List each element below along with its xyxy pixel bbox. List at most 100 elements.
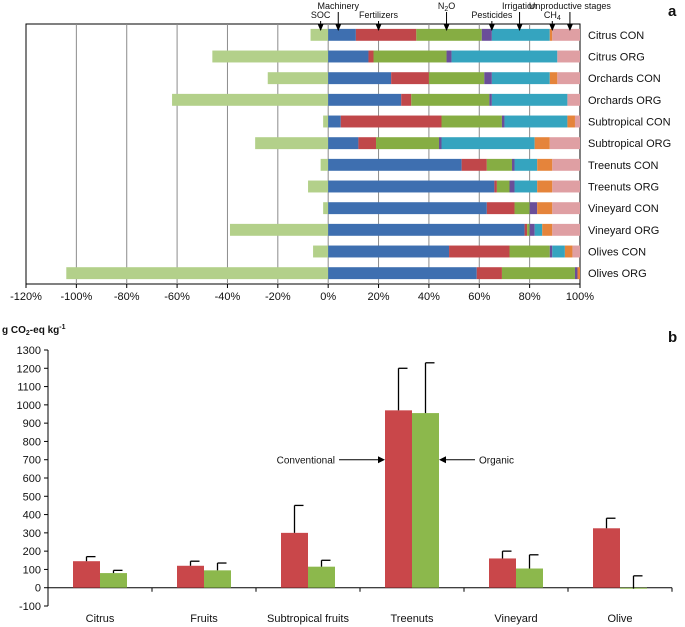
y-tick-label: 200 bbox=[23, 546, 41, 558]
bar-machinery-treenuts-con bbox=[328, 158, 462, 171]
category-label: Olives CON bbox=[588, 247, 646, 259]
bar-soc-subtropical-org bbox=[255, 137, 329, 150]
legend-arrowhead-n2o bbox=[443, 24, 450, 31]
bar-soc-orchards-con bbox=[267, 72, 329, 85]
bar-pesticides-vineyard-con bbox=[529, 202, 538, 215]
bar-n2o-orchards-con bbox=[428, 72, 485, 85]
bar-fertilizers-treenuts-con bbox=[461, 158, 487, 171]
bar-n2o-treenuts-org bbox=[496, 180, 510, 193]
bar-unproductive-stages-citrus-org bbox=[557, 50, 580, 63]
bar-n2o-subtropical-org bbox=[376, 137, 439, 150]
category-label: Olives ORG bbox=[588, 268, 647, 280]
bar-pesticides-orchards-con bbox=[484, 72, 492, 85]
category-label: Treenuts ORG bbox=[588, 182, 659, 194]
bar-ch4-vineyard-con bbox=[537, 202, 553, 215]
bar-fertilizers-vineyard-org bbox=[524, 223, 528, 236]
bar-irrigation-vineyard-org bbox=[534, 223, 543, 236]
category-label: Orchards CON bbox=[588, 73, 661, 85]
bar-n2o-citrus-con bbox=[416, 28, 482, 41]
bar-machinery-citrus-con bbox=[328, 28, 356, 41]
legend-arrowhead-irrigation bbox=[516, 24, 523, 31]
bar-fertilizers-olives-con bbox=[449, 245, 510, 258]
bar-irrigation-subtropical-con bbox=[504, 115, 568, 128]
bar-irrigation-orchards-con bbox=[491, 72, 550, 85]
bar-ch4-treenuts-con bbox=[537, 158, 553, 171]
y-tick-label: 700 bbox=[23, 455, 41, 467]
x-tick-label: -60% bbox=[164, 291, 190, 303]
legend-arrowhead-pesticides bbox=[488, 24, 495, 31]
bar-organic-subtropical-fruits bbox=[308, 566, 335, 588]
bar-irrigation-treenuts-con bbox=[514, 158, 538, 171]
bar-n2o-orchards-org bbox=[411, 93, 490, 106]
bar-fertilizers-citrus-con bbox=[355, 28, 417, 41]
bar-fertilizers-vineyard-con bbox=[486, 202, 515, 215]
bar-pesticides-olives-org bbox=[574, 267, 578, 280]
bar-organic-treenuts bbox=[412, 413, 439, 588]
legend-arrowhead-machinery bbox=[335, 24, 342, 31]
bar-ch4-treenuts-org bbox=[537, 180, 553, 193]
bar-n2o-subtropical-con bbox=[441, 115, 502, 128]
annotation-arrowhead-organic bbox=[439, 456, 446, 464]
y-tick-label: 800 bbox=[23, 436, 41, 448]
y-tick-label: 1200 bbox=[17, 363, 41, 375]
bar-machinery-subtropical-con bbox=[328, 115, 341, 128]
bar-n2o-citrus-org bbox=[373, 50, 447, 63]
category-label: Subtropical ORG bbox=[588, 138, 671, 150]
bar-pesticides-citrus-org bbox=[446, 50, 452, 63]
legend-label-ch4: CH4 bbox=[544, 10, 561, 22]
bar-pesticides-treenuts-org bbox=[509, 180, 515, 193]
x-tick-label: 60% bbox=[468, 291, 490, 303]
plot-frame bbox=[25, 23, 581, 285]
annotation-conventional: Conventional bbox=[277, 456, 335, 467]
bar-soc-vineyard-con bbox=[323, 202, 329, 215]
bar-machinery-orchards-con bbox=[328, 72, 392, 85]
bar-pesticides-citrus-con bbox=[481, 28, 492, 41]
x-category-label: Olive bbox=[607, 613, 632, 625]
bar-conventional-fruits bbox=[177, 565, 204, 588]
bar-unproductive-stages-treenuts-con bbox=[552, 158, 580, 171]
bar-machinery-olives-org bbox=[328, 267, 477, 280]
bar-soc-olives-con bbox=[313, 245, 329, 258]
bar-soc-treenuts-con bbox=[320, 158, 329, 171]
bar-n2o-vineyard-org bbox=[527, 223, 530, 236]
bar-n2o-olives-con bbox=[509, 245, 550, 258]
bar-conventional-treenuts bbox=[385, 410, 412, 588]
category-label: Citrus ORG bbox=[588, 52, 645, 64]
legend-label-pesticides: Pesticides bbox=[471, 10, 513, 20]
bar-unproductive-stages-orchards-con bbox=[557, 72, 580, 85]
x-tick-label: -100% bbox=[60, 291, 92, 303]
bar-organic-citrus bbox=[100, 573, 127, 588]
bar-soc-treenuts-org bbox=[308, 180, 329, 193]
bar-fertilizers-treenuts-org bbox=[494, 180, 497, 193]
bar-irrigation-olives-con bbox=[552, 245, 565, 258]
bar-unproductive-stages-citrus-con bbox=[552, 28, 580, 41]
bar-conventional-vineyard bbox=[489, 558, 516, 588]
bar-ch4-olives-org bbox=[577, 267, 580, 280]
category-label: Subtropical CON bbox=[588, 117, 671, 129]
bar-fertilizers-subtropical-con bbox=[340, 115, 442, 128]
category-label: Citrus CON bbox=[588, 30, 644, 42]
bar-n2o-treenuts-con bbox=[486, 158, 513, 171]
x-category-label: Citrus bbox=[86, 613, 115, 625]
bar-fertilizers-citrus-org bbox=[368, 50, 374, 63]
y-tick-label: -100 bbox=[19, 601, 41, 613]
x-tick-label: -80% bbox=[114, 291, 140, 303]
bar-fertilizers-orchards-con bbox=[391, 72, 429, 85]
y-tick-label: 400 bbox=[23, 510, 41, 522]
bar-ch4-subtropical-con bbox=[567, 115, 575, 128]
bar-soc-orchards-org bbox=[172, 93, 329, 106]
bar-ch4-orchards-con bbox=[549, 72, 558, 85]
x-category-label: Fruits bbox=[190, 613, 218, 625]
x-tick-label: -20% bbox=[265, 291, 291, 303]
y-tick-label: 500 bbox=[23, 491, 41, 503]
y-tick-label: 0 bbox=[35, 583, 41, 595]
bar-ch4-subtropical-org bbox=[534, 137, 550, 150]
bar-pesticides-treenuts-con bbox=[512, 158, 515, 171]
x-tick-label: 0% bbox=[320, 291, 336, 303]
bar-conventional-subtropical-fruits bbox=[281, 532, 308, 588]
bar-machinery-subtropical-org bbox=[328, 137, 359, 150]
bar-organic-vineyard bbox=[516, 568, 543, 588]
y-axis-label: g CO2-eq kg-1 bbox=[2, 324, 66, 337]
x-tick-label: -120% bbox=[10, 291, 42, 303]
